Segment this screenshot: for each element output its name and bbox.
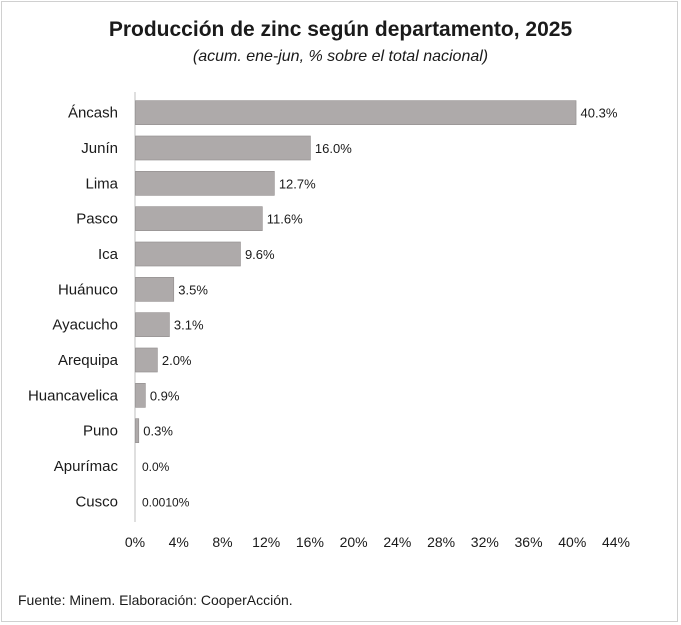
data-label: 3.1% bbox=[174, 318, 204, 333]
bar bbox=[135, 277, 175, 302]
data-label: 9.6% bbox=[245, 247, 275, 262]
bar bbox=[135, 418, 140, 443]
chart-subtitle: (acum. ene-jun, % sobre el total naciona… bbox=[192, 48, 489, 65]
bar bbox=[135, 171, 275, 196]
category-label: Áncash bbox=[68, 105, 118, 122]
category-label: Lima bbox=[85, 175, 118, 192]
data-label: 11.6% bbox=[267, 212, 303, 227]
source-footer: Fuente: Minem. Elaboración: CooperAcción… bbox=[18, 592, 293, 608]
x-tick-label: 28% bbox=[427, 534, 455, 550]
bar bbox=[135, 100, 577, 125]
data-label: 3.5% bbox=[178, 282, 208, 297]
data-label: 16.0% bbox=[315, 141, 352, 156]
x-tick-label: 44% bbox=[602, 534, 630, 550]
bar bbox=[135, 206, 263, 231]
category-label: Pasco bbox=[76, 211, 118, 228]
x-tick-label: 32% bbox=[471, 534, 499, 550]
x-tick-label: 40% bbox=[558, 534, 586, 550]
bar bbox=[135, 383, 146, 408]
data-label: 12.7% bbox=[279, 176, 316, 191]
data-label: 0.0010% bbox=[142, 495, 190, 509]
category-label: Huancavelica bbox=[28, 387, 119, 404]
data-label: 40.3% bbox=[581, 106, 618, 121]
bar bbox=[135, 241, 241, 267]
x-tick-label: 24% bbox=[383, 534, 411, 550]
x-tick-label: 4% bbox=[169, 534, 189, 550]
data-label: 0.0% bbox=[142, 460, 170, 474]
bar bbox=[135, 347, 158, 373]
x-tick-label: 0% bbox=[125, 534, 145, 550]
category-label: Arequipa bbox=[58, 352, 119, 369]
category-label: Huánuco bbox=[58, 281, 118, 298]
data-label: 0.3% bbox=[143, 424, 173, 439]
bar bbox=[135, 312, 170, 337]
category-label: Ayacucho bbox=[52, 317, 118, 334]
x-tick-label: 16% bbox=[296, 534, 324, 550]
x-tick-label: 12% bbox=[252, 534, 280, 550]
x-tick-label: 36% bbox=[515, 534, 543, 550]
bar bbox=[135, 135, 311, 161]
x-tick-label: 20% bbox=[340, 534, 368, 550]
category-label: Ica bbox=[98, 246, 119, 263]
chart-title: Producción de zinc según departamento, 2… bbox=[108, 18, 573, 41]
category-label: Puno bbox=[83, 423, 118, 440]
category-label: Junín bbox=[81, 140, 118, 157]
category-label: Apurímac bbox=[54, 458, 119, 475]
x-tick-label: 8% bbox=[212, 534, 232, 550]
category-label: Cusco bbox=[75, 493, 118, 510]
data-label: 0.9% bbox=[150, 388, 180, 403]
data-label: 2.0% bbox=[162, 353, 192, 368]
